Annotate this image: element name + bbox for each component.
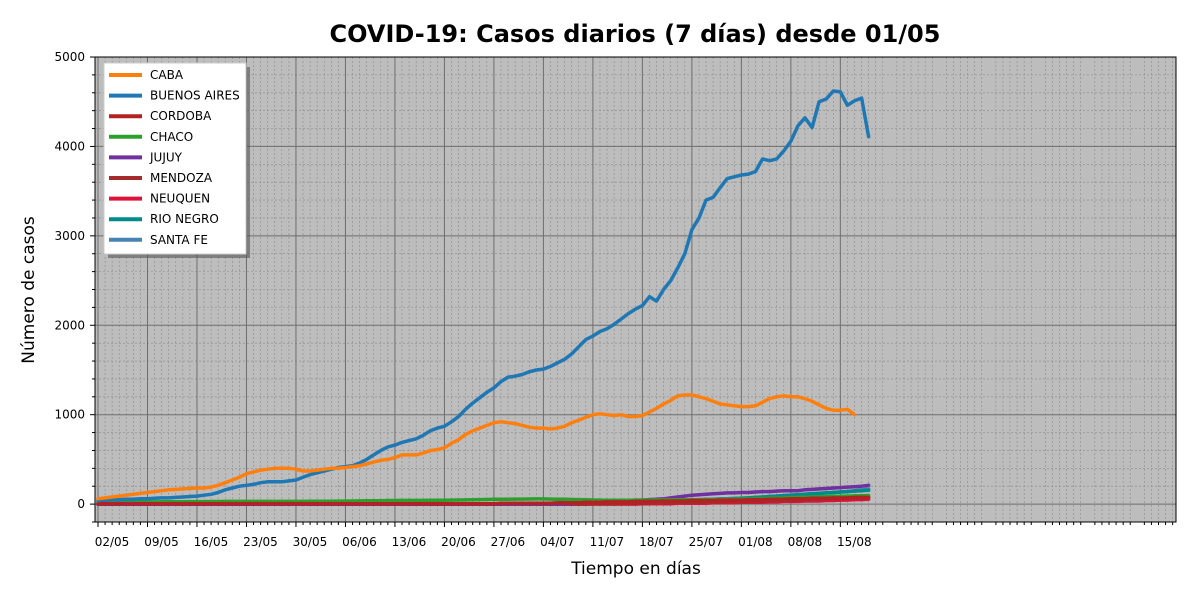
- y-tick-label: 5000: [54, 50, 85, 64]
- series-line-caba: [96, 393, 857, 501]
- x-tick-label: 20/06: [441, 535, 476, 549]
- x-tick-label: 13/06: [392, 535, 427, 549]
- x-tick-label: 16/05: [194, 535, 229, 549]
- x-axis-label: Tiempo en días: [570, 559, 701, 579]
- y-tick-label: 2000: [54, 318, 85, 332]
- x-tick-label: 09/05: [144, 535, 179, 549]
- x-tick-label: 06/06: [342, 535, 377, 549]
- x-tick-label: 04/07: [540, 535, 575, 549]
- x-tick-label: 15/08: [837, 535, 872, 549]
- chart-title: COVID-19: Casos diarios (7 días) desde 0…: [330, 20, 941, 48]
- legend-label: CABA: [150, 68, 184, 82]
- x-tick-label: 02/05: [95, 535, 130, 549]
- x-tick-label: 27/06: [491, 535, 526, 549]
- series-lines: [96, 89, 871, 506]
- x-tick-label: 30/05: [293, 535, 328, 549]
- legend-label: MENDOZA: [150, 171, 213, 185]
- series-line-buenos-aires: [96, 89, 871, 503]
- legend: CABA BUENOS AIRES CORDOBA CHACO JUJUY MENDOZA…: [103, 62, 250, 258]
- legend-label: CORDOBA: [150, 109, 212, 123]
- y-axis: 0 1000 2000 3000 4000 5000: [54, 50, 95, 523]
- x-axis: 02/05 09/05 16/05 23/05 30/05 06/06 13/06 20/06…: [95, 522, 1174, 549]
- x-tick-label: 18/07: [639, 535, 674, 549]
- y-tick-label: 4000: [54, 139, 85, 153]
- x-tick-label: 23/05: [243, 535, 278, 549]
- plot-border: [94, 56, 1177, 523]
- legend-label: RIO NEGRO: [150, 212, 219, 226]
- x-tick-label: 08/08: [788, 535, 823, 549]
- x-tick-label: 25/07: [689, 535, 724, 549]
- y-axis-label: Número de casos: [19, 216, 39, 364]
- x-tick-label: 01/08: [738, 535, 773, 549]
- y-tick-label: 3000: [54, 229, 85, 243]
- legend-label: NEUQUEN: [150, 192, 210, 206]
- y-tick-label: 1000: [54, 408, 85, 422]
- legend-label: CHACO: [150, 130, 193, 144]
- y-tick-label: 0: [77, 497, 85, 511]
- legend-label: BUENOS AIRES: [150, 89, 240, 103]
- series-line-cordoba: [96, 495, 871, 506]
- legend-label: JUJUY: [149, 150, 183, 164]
- legend-label: SANTA FE: [150, 233, 208, 247]
- grid-major: [95, 56, 1176, 522]
- x-tick-label: 11/07: [590, 535, 625, 549]
